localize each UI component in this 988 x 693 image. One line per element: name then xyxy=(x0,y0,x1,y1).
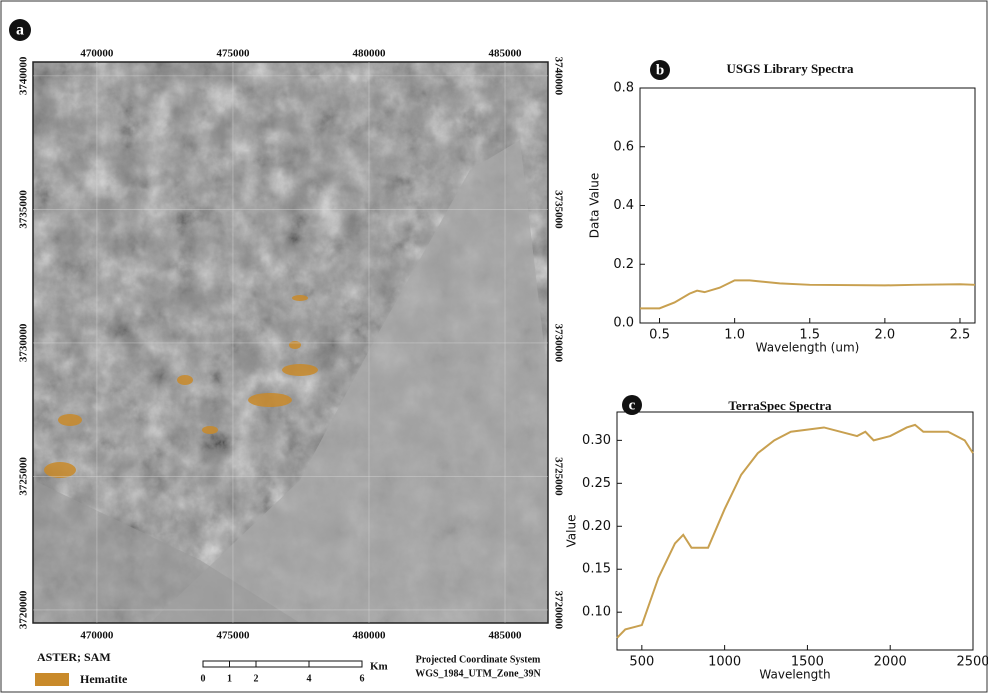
y-tick-label: 0.30 xyxy=(582,433,611,448)
y-tick-label: 3730000 xyxy=(18,323,30,362)
y-tick-label: 3720000 xyxy=(18,590,30,629)
y-tick-label: 3740000 xyxy=(18,56,30,95)
y-tick-label: 0.10 xyxy=(582,605,611,620)
x-tick-label: 475000 xyxy=(216,630,250,642)
x-tick-label: 470000 xyxy=(80,48,114,60)
y-axis-label: Value xyxy=(565,515,579,548)
scale-label: 2 xyxy=(254,673,259,684)
x-tick-label: 480000 xyxy=(352,48,386,60)
y-tick-label: 3725000 xyxy=(18,457,30,496)
scale-label: 1 xyxy=(227,673,232,684)
scale-bar xyxy=(203,661,362,667)
x-tick-label: 2000 xyxy=(874,655,907,670)
x-tick-label: 470000 xyxy=(80,630,114,642)
x-tick-label: 1.0 xyxy=(724,328,745,343)
x-tick-label: 480000 xyxy=(352,630,386,642)
x-tick-label: 1000 xyxy=(708,655,741,670)
y-tick-label: 0.25 xyxy=(582,476,611,491)
y-tick-label: 3735000 xyxy=(552,190,564,229)
y-axis-label: Data Value xyxy=(588,173,602,238)
chart-title: TerraSpec Spectra xyxy=(728,398,832,413)
x-tick-label: 485000 xyxy=(489,630,523,642)
x-tick-label: 500 xyxy=(629,655,654,670)
x-tick-label: 0.5 xyxy=(649,328,670,343)
figure: a ASTER; SAM Hematite Projected Coordina… xyxy=(0,0,988,693)
panel-label: a xyxy=(16,22,24,39)
y-tick-label: 0.20 xyxy=(582,519,611,534)
y-tick-label: 0.0 xyxy=(613,316,634,331)
y-tick-label: 0.6 xyxy=(613,139,634,154)
legend-item: Hematite xyxy=(80,672,128,686)
y-tick-label: 3725000 xyxy=(552,457,564,496)
y-tick-label: 3740000 xyxy=(552,57,564,96)
x-tick-label: 485000 xyxy=(489,48,523,60)
chart-title: USGS Library Spectra xyxy=(726,61,854,76)
y-tick-label: 3735000 xyxy=(18,190,30,229)
y-tick-label: 0.15 xyxy=(582,562,611,577)
x-axis-label: Wavelength xyxy=(759,668,830,682)
scale-label: 4 xyxy=(307,673,312,684)
projection-title: Projected Coordinate System xyxy=(416,654,541,665)
x-axis-label: Wavelength (um) xyxy=(756,341,860,355)
y-tick-label: 3730000 xyxy=(552,324,564,363)
x-tick-label: 2.5 xyxy=(950,328,971,343)
x-tick-label: 2500 xyxy=(956,655,988,670)
x-tick-label: 2.0 xyxy=(875,328,896,343)
y-tick-label: 0.2 xyxy=(613,257,634,272)
y-tick-label: 0.8 xyxy=(613,81,634,96)
legend-title: ASTER; SAM xyxy=(37,650,111,664)
scale-label: 0 xyxy=(201,673,206,684)
panel-label: c xyxy=(629,397,636,413)
y-tick-label: 0.4 xyxy=(613,198,634,213)
panel-label: b xyxy=(656,62,664,78)
y-tick-label: 3720000 xyxy=(552,591,564,630)
projection: WGS_1984_UTM_Zone_39N xyxy=(415,668,541,679)
scale-unit: Km xyxy=(370,661,388,673)
x-tick-label: 475000 xyxy=(216,48,250,60)
satellite-image xyxy=(33,62,548,623)
scale-label: 6 xyxy=(360,673,365,684)
legend-swatch xyxy=(35,673,69,686)
